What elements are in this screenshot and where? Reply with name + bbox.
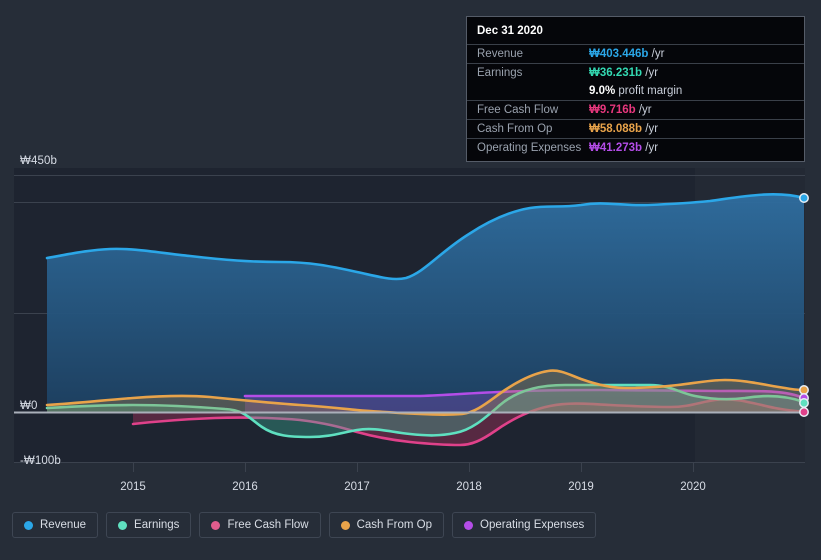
legend-dot-operating-expenses-icon	[464, 520, 474, 530]
series-line-operating-expenses	[243, 388, 805, 400]
series-area-revenue	[47, 194, 804, 412]
endpoint-earnings	[799, 398, 809, 408]
tooltip-key-revenue: Revenue	[477, 48, 524, 60]
tooltip-unit-operating-expenses: /yr	[642, 142, 659, 154]
financial-chart: ₩450b ₩0 -₩100b 2015 2016 2017 2018 2019…	[14, 155, 809, 493]
tooltip-unit-cash-from-op: /yr	[642, 123, 659, 135]
legend-dot-revenue-icon	[24, 520, 33, 530]
x-axis-label-2016: 2016	[232, 481, 258, 493]
tooltip-value-cash-from-op: ₩58.088b	[589, 123, 643, 135]
tooltip-value-free-cash-flow: ₩9.716b	[589, 104, 636, 116]
tooltip-value-revenue: ₩403.446b	[589, 48, 649, 60]
chart-legend: Revenue Earnings Free Cash Flow Cash Fro…	[12, 512, 597, 538]
tooltip-row-cash-from-op: Cash From Op ₩58.088b /yr	[467, 119, 804, 138]
series-area-free-cash-flow	[133, 399, 804, 445]
legend-dot-earnings-icon	[118, 520, 128, 530]
series-line-revenue	[45, 193, 805, 281]
tooltip-key-cash-from-op: Cash From Op	[477, 123, 553, 135]
x-axis-label-2019: 2019	[568, 481, 594, 493]
y-axis-label-n100: -₩100b	[20, 455, 61, 467]
legend-label-revenue: Revenue	[40, 519, 87, 531]
tooltip-unit-earnings: /yr	[642, 67, 659, 79]
tooltip-row-operating-expenses: Operating Expenses ₩41.273b /yr	[467, 138, 804, 157]
chart-canvas	[14, 175, 809, 472]
x-axis-label-2017: 2017	[344, 481, 370, 493]
y-axis-label-450: ₩450b	[20, 155, 57, 167]
legend-item-earnings[interactable]: Earnings	[106, 512, 192, 538]
series-area-earnings	[47, 385, 804, 437]
tooltip-row-earnings: Earnings ₩36.231b /yr	[467, 63, 804, 82]
legend-item-revenue[interactable]: Revenue	[12, 512, 99, 538]
legend-item-operating-expenses[interactable]: Operating Expenses	[452, 512, 597, 538]
tooltip-unit-profit-margin: profit margin	[615, 85, 683, 97]
x-axis-label-2020: 2020	[680, 481, 706, 493]
endpoint-free-cash-flow	[799, 407, 809, 417]
endpoint-cash-from-op	[799, 385, 809, 395]
x-axis-label-2018: 2018	[456, 481, 482, 493]
y-axis-label-0: ₩0	[20, 400, 38, 412]
series-line-cash-from-op	[45, 369, 805, 417]
legend-label-cash-from-op: Cash From Op	[356, 519, 433, 531]
legend-label-free-cash-flow: Free Cash Flow	[227, 519, 309, 531]
tooltip-unit-free-cash-flow: /yr	[635, 104, 652, 116]
tooltip-value-operating-expenses: ₩41.273b	[589, 142, 643, 154]
tooltip-row-free-cash-flow: Free Cash Flow ₩9.716b /yr	[467, 100, 804, 119]
endpoint-revenue	[799, 193, 809, 203]
tooltip-key-earnings: Earnings	[477, 67, 523, 79]
tooltip-key-free-cash-flow: Free Cash Flow	[477, 104, 559, 116]
tooltip-key-operating-expenses: Operating Expenses	[477, 142, 582, 154]
legend-item-cash-from-op[interactable]: Cash From Op	[328, 512, 445, 538]
chart-tooltip: Dec 31 2020 Revenue ₩403.446b /yr Earnin…	[466, 16, 805, 162]
legend-label-operating-expenses: Operating Expenses	[480, 519, 585, 531]
legend-dot-free-cash-flow-icon	[211, 520, 221, 530]
tooltip-value-profit-margin: 9.0%	[589, 85, 616, 97]
legend-label-earnings: Earnings	[134, 519, 180, 531]
x-axis-label-2015: 2015	[120, 481, 146, 493]
tooltip-value-earnings: ₩36.231b	[589, 67, 643, 79]
legend-item-free-cash-flow[interactable]: Free Cash Flow	[199, 512, 321, 538]
tooltip-title: Dec 31 2020	[477, 25, 543, 37]
tooltip-unit-revenue: /yr	[648, 48, 665, 60]
tooltip-row-revenue: Revenue ₩403.446b /yr	[467, 44, 804, 63]
series-line-earnings	[45, 383, 805, 439]
endpoint-markers	[799, 193, 809, 417]
x-tick-lines	[133, 462, 694, 472]
legend-dot-cash-from-op-icon	[340, 520, 350, 530]
series-area-cash-from-op	[47, 370, 804, 415]
tooltip-row-profit-margin: 9.0% profit margin	[467, 82, 804, 100]
